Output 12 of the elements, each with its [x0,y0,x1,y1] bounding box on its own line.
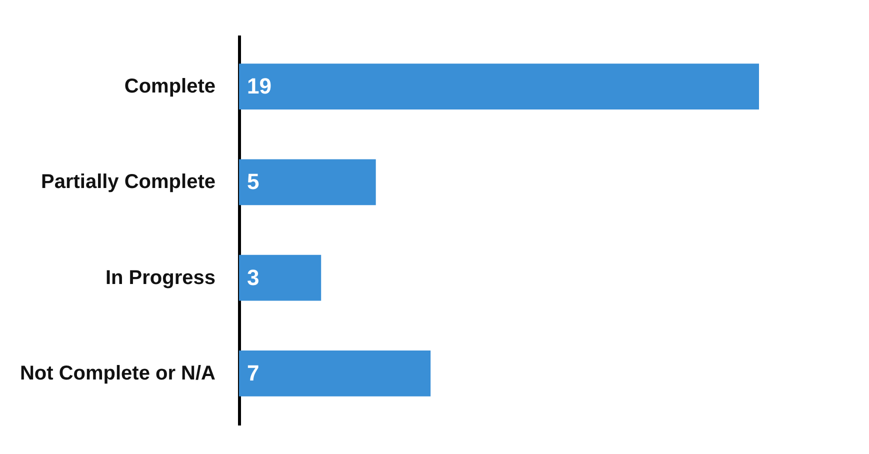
data-label: 5 [247,169,260,194]
bar [239,64,759,110]
bar [239,159,376,206]
data-label: 3 [247,264,260,290]
y-tick-label: Not Complete or N/A [20,362,216,384]
data-label: 7 [247,360,260,386]
bar [239,350,431,396]
y-tick-label: Partially Complete [40,171,216,194]
y-tick-label: Complete [124,76,216,98]
bar [239,254,322,301]
data-label: 19 [247,74,272,99]
y-tick-label: In Progress [105,266,216,289]
